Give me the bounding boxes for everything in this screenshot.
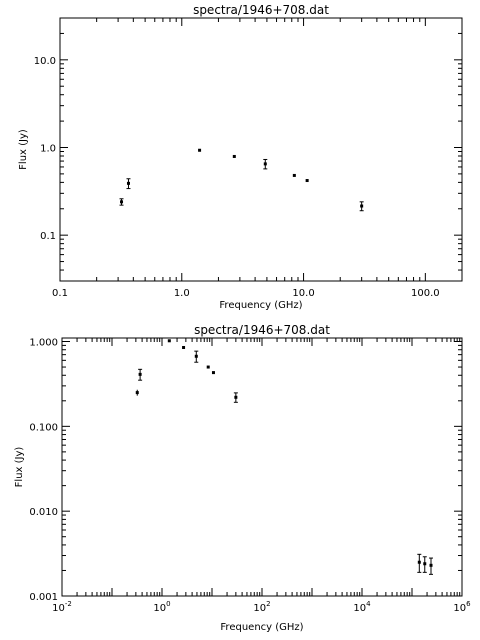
x-tick-label: 106	[453, 600, 471, 614]
data-point	[233, 392, 238, 403]
data-point	[211, 371, 215, 375]
panel-top: spectra/1946+708.dat Frequency (GHz) Flux …	[18, 3, 463, 311]
x-tick-label: 100.0	[411, 288, 440, 299]
x-tick-label-base: 1.0	[174, 288, 190, 299]
data-point	[305, 179, 309, 183]
y-tick-label: 0.100	[29, 422, 58, 433]
data-marker	[211, 371, 215, 375]
x-tick-label-exponent: 2	[266, 600, 270, 608]
data-marker	[206, 365, 210, 369]
data-point	[194, 350, 199, 363]
x-tick-label: 0.1	[52, 288, 68, 299]
data-marker	[423, 562, 427, 566]
x-tick-label-base: 10	[153, 603, 166, 614]
y-tick-label: 1.0	[40, 143, 56, 154]
x-tick-label-base: 0.1	[52, 288, 68, 299]
x-tick-label-base: 10	[353, 603, 366, 614]
data-marker	[198, 148, 202, 152]
data-point	[119, 198, 124, 206]
x-tick-label-exponent: 0	[166, 600, 170, 608]
x-tick-label-base: 10.0	[292, 288, 314, 299]
x-axis-label: Frequency (GHz)	[219, 300, 302, 311]
x-tick-label: 10-2	[52, 600, 72, 614]
x-tick-label-exponent: -2	[65, 600, 72, 608]
x-tick-label-exponent: 6	[466, 600, 471, 608]
y-tick-label: 0.1	[40, 231, 56, 242]
data-point	[138, 368, 143, 381]
data-marker	[292, 173, 296, 177]
panel-bottom: spectra/1946+708.dat Frequency (GHz) Flux …	[14, 323, 471, 633]
data-point	[263, 158, 268, 170]
y-axis-label: Flux (Jy)	[18, 129, 29, 170]
data-point	[359, 201, 364, 212]
y-tick-label: 10.0	[34, 56, 56, 67]
chart-title: spectra/1946+708.dat	[193, 3, 329, 17]
data-point	[182, 345, 186, 349]
data-marker	[194, 354, 198, 358]
data-point	[429, 557, 434, 575]
data-marker	[232, 154, 236, 158]
data-marker	[417, 560, 421, 564]
plot-frame	[59, 17, 463, 282]
x-tick-label-exponent: 4	[366, 600, 371, 608]
x-tick-label: 104	[353, 600, 371, 614]
y-tick-label: 1.000	[29, 338, 58, 349]
x-axis-label: Frequency (GHz)	[220, 622, 303, 633]
data-point	[135, 389, 139, 396]
y-tick-label: 0.010	[29, 507, 58, 518]
data-marker	[305, 179, 309, 183]
data-marker	[135, 391, 139, 395]
data-point	[417, 553, 422, 573]
x-tick-label-base: 10	[453, 603, 466, 614]
x-tick-label-base: 10	[253, 603, 266, 614]
x-tick-label-base: 100.0	[411, 288, 440, 299]
data-point	[292, 173, 296, 177]
data-point	[167, 339, 171, 343]
x-tick-label: 100	[153, 600, 170, 614]
data-marker	[126, 181, 130, 185]
chart-title: spectra/1946+708.dat	[194, 323, 330, 337]
data-point	[422, 556, 427, 573]
y-axis-label: Flux (Jy)	[14, 447, 25, 488]
data-marker	[360, 204, 364, 208]
data-point	[198, 148, 202, 152]
x-tick-label-base: 10	[52, 603, 65, 614]
x-tick-label: 1.0	[174, 288, 190, 299]
data-marker	[120, 200, 124, 204]
data-point	[206, 365, 210, 369]
data-marker	[263, 162, 267, 166]
data-marker	[234, 395, 238, 399]
data-point	[232, 154, 236, 158]
plot-frame	[61, 337, 463, 597]
data-marker	[138, 372, 142, 376]
x-tick-label: 10.0	[292, 288, 314, 299]
data-marker	[167, 339, 171, 343]
data-point	[126, 178, 131, 190]
y-tick-label: 0.001	[29, 592, 58, 603]
data-marker	[429, 563, 433, 567]
data-marker	[182, 345, 186, 349]
x-tick-label: 102	[253, 600, 270, 614]
